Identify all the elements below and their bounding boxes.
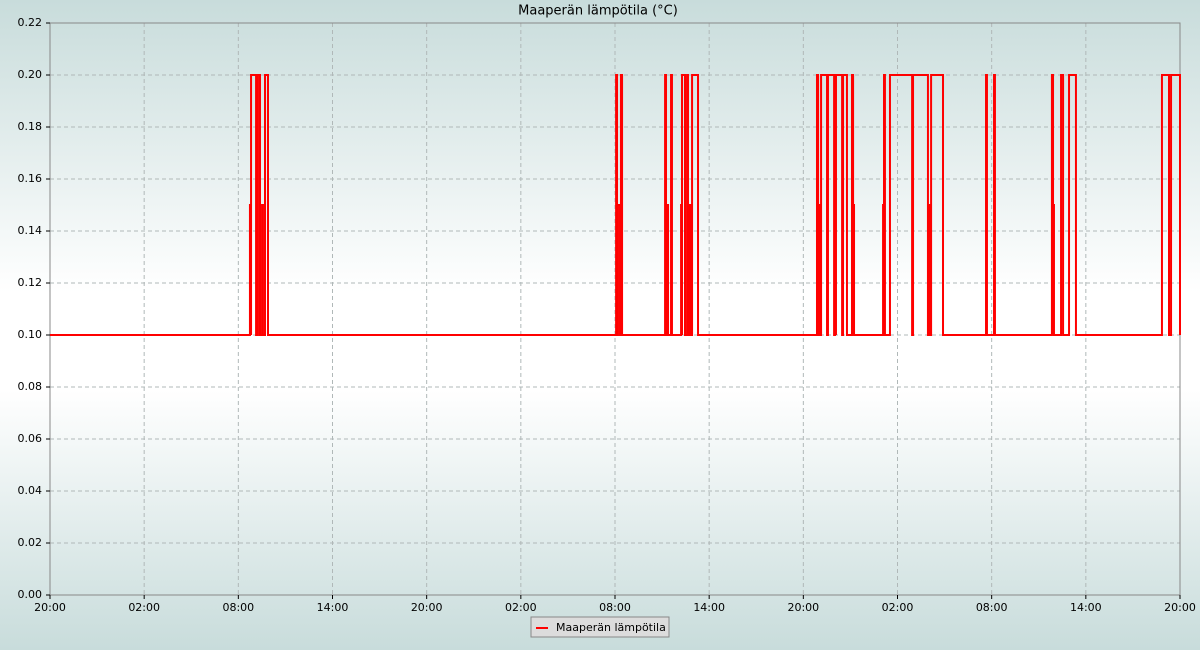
y-tick-label: 0.22 bbox=[18, 16, 43, 29]
x-tick-label: 08:00 bbox=[599, 601, 631, 614]
y-tick-label: 0.00 bbox=[18, 588, 43, 601]
x-tick-label: 14:00 bbox=[1070, 601, 1102, 614]
legend: Maaperän lämpötila bbox=[530, 616, 670, 638]
x-tick-label: 02:00 bbox=[505, 601, 537, 614]
x-tick-label: 02:00 bbox=[128, 601, 160, 614]
y-tick-label: 0.16 bbox=[18, 172, 43, 185]
y-tick-label: 0.06 bbox=[18, 432, 43, 445]
x-tick-label: 14:00 bbox=[693, 601, 725, 614]
y-tick-label: 0.20 bbox=[18, 68, 43, 81]
x-tick-label: 14:00 bbox=[317, 601, 349, 614]
y-tick-label: 0.10 bbox=[18, 328, 43, 341]
x-tick-label: 08:00 bbox=[222, 601, 254, 614]
x-tick-label: 20:00 bbox=[411, 601, 443, 614]
x-tick-label: 20:00 bbox=[787, 601, 819, 614]
legend-label: Maaperän lämpötila bbox=[556, 621, 666, 634]
x-tick-label: 20:00 bbox=[1164, 601, 1196, 614]
y-tick-label: 0.12 bbox=[18, 276, 43, 289]
x-tick-label: 20:00 bbox=[34, 601, 66, 614]
y-tick-label: 0.04 bbox=[18, 484, 43, 497]
y-tick-label: 0.18 bbox=[18, 120, 43, 133]
y-tick-label: 0.08 bbox=[18, 380, 43, 393]
x-tick-label: 02:00 bbox=[882, 601, 914, 614]
data-line bbox=[50, 74, 1181, 336]
legend-box bbox=[530, 616, 670, 638]
y-tick-label: 0.02 bbox=[18, 536, 43, 549]
y-tick-label: 0.14 bbox=[18, 224, 43, 237]
chart-title: Maaperän lämpötila (°C) bbox=[518, 4, 678, 19]
x-tick-label: 08:00 bbox=[976, 601, 1008, 614]
